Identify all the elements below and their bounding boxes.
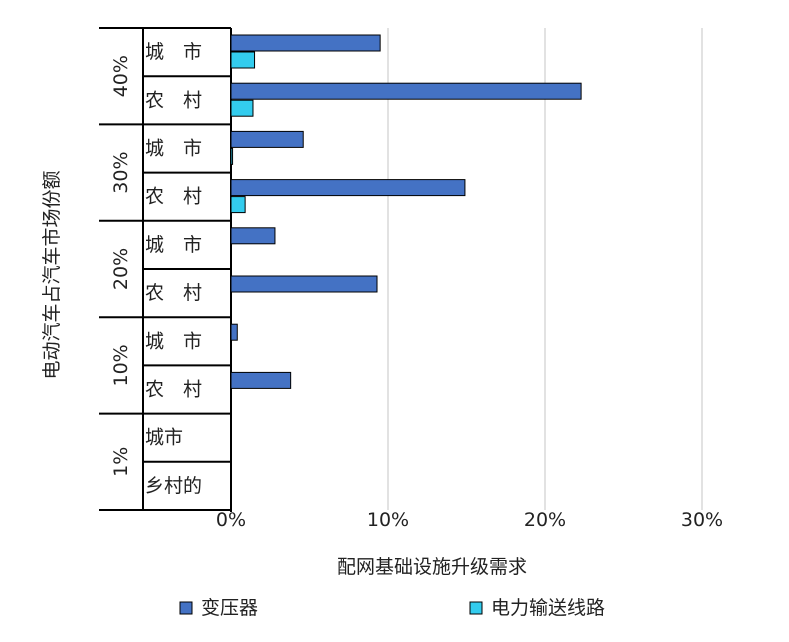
x-tick-label: 10% [367, 509, 409, 531]
row-label: 农 村 [145, 282, 202, 304]
x-tick-label: 30% [681, 509, 723, 531]
bar-line [230, 196, 246, 214]
bar-transformer [230, 323, 238, 341]
x-axis-title: 配网基础设施升级需求 [337, 556, 527, 578]
bar-transformer [230, 82, 582, 100]
bar-transformer [230, 179, 466, 197]
bar-line [230, 99, 254, 117]
group-label: 40% [110, 55, 132, 97]
bar-transformer [230, 130, 304, 148]
bar-transformer [230, 34, 381, 52]
group-label: 30% [110, 151, 132, 193]
row-label: 城 市 [145, 138, 202, 160]
row-label: 农 村 [145, 89, 202, 111]
legend-label-line: 电力输送线路 [491, 597, 605, 619]
group-label: 10% [110, 344, 132, 386]
row-label: 城 市 [145, 330, 202, 352]
group-label: 1% [110, 447, 132, 477]
x-tick-label: 0% [216, 509, 246, 531]
row-label: 农 村 [145, 379, 202, 401]
group-label: 20% [110, 248, 132, 290]
row-label: 城 市 [145, 234, 202, 256]
row-label: 乡村的 [145, 475, 202, 497]
row-label: 农 村 [145, 186, 202, 208]
legend: 变压器 电力输送线路 [179, 597, 605, 619]
x-tick-labels: 0% 10% 20% 30% [216, 509, 723, 531]
row-label: 城 市 [145, 41, 202, 63]
x-tick-label: 20% [524, 509, 566, 531]
bar-transformer [230, 275, 378, 293]
bar-line [230, 147, 234, 165]
bars [230, 34, 582, 389]
bar-transformer [230, 227, 276, 245]
row-label: 城市 [145, 427, 183, 449]
bar-transformer [230, 371, 292, 389]
legend-label-transformer: 变压器 [201, 597, 258, 619]
bar-line [230, 51, 256, 69]
y-axis-title: 电动汽车占汽车市场份额 [41, 170, 63, 379]
gridlines [387, 28, 703, 510]
legend-swatch-line [469, 601, 483, 615]
category-labels: 40%城 市农 村30%城 市农 村20%城 市农 村10%城 市农 村1%城市… [110, 41, 202, 497]
legend-swatch-transformer [179, 601, 193, 615]
